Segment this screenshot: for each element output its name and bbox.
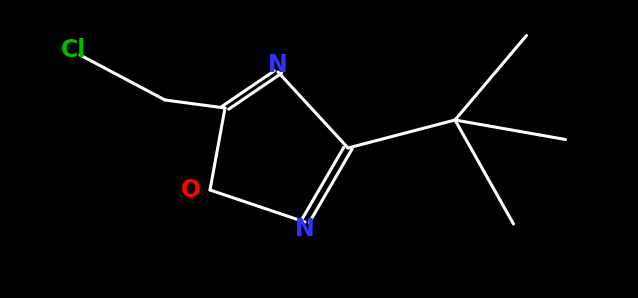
Text: N: N: [268, 52, 288, 77]
Text: N: N: [295, 218, 315, 241]
Text: O: O: [181, 178, 201, 202]
Text: Cl: Cl: [61, 38, 86, 62]
